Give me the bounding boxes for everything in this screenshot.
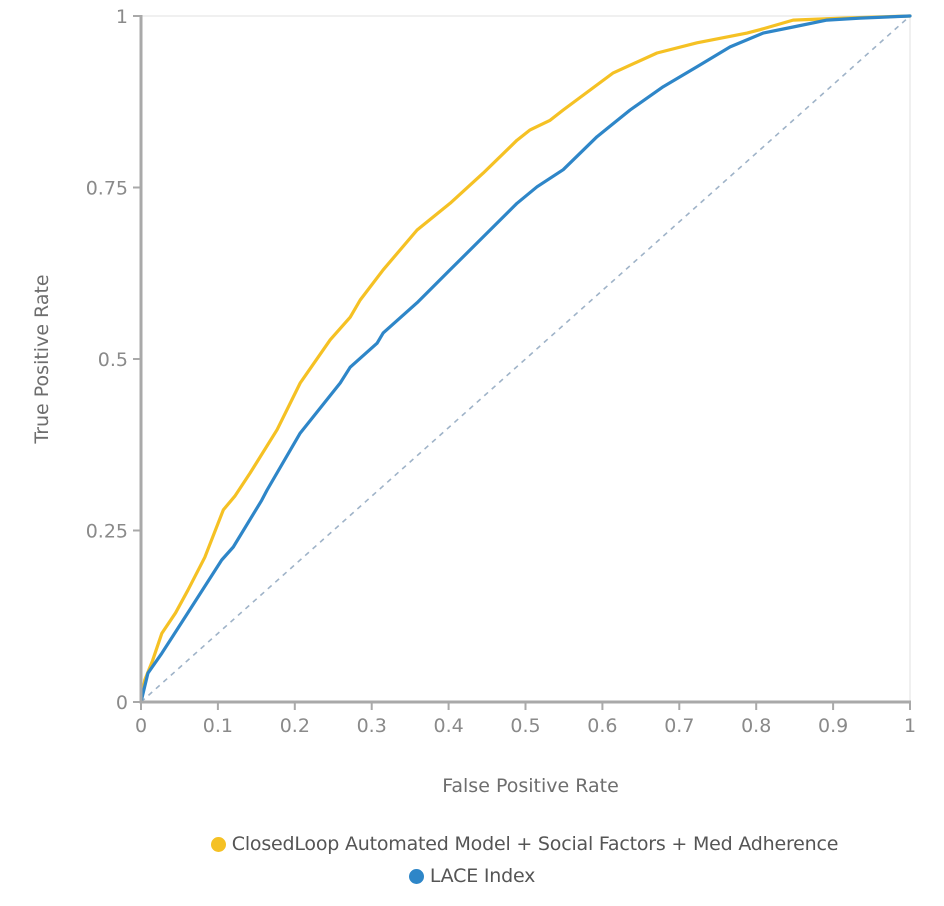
- series-layer: [139, 14, 912, 704]
- reference-diagonal: [140, 15, 911, 703]
- legend-row-1: ClosedLoop Automated Model + Social Fact…: [0, 828, 944, 860]
- y-tick-label: 0.25: [86, 521, 128, 543]
- y-axis-title: True Positive Rate: [31, 274, 53, 444]
- y-tick-label: 0: [116, 692, 128, 714]
- legend-row-2: LACE Index: [0, 860, 944, 892]
- x-tick-label: 0.3: [357, 715, 387, 737]
- legend-label-closedloop: ClosedLoop Automated Model + Social Fact…: [231, 833, 839, 855]
- legend-marker-lace: [408, 868, 424, 884]
- series-line-closedloop: [139, 14, 912, 704]
- legend-item-lace[interactable]: LACE Index: [408, 865, 536, 887]
- x-tick-label: 0.7: [664, 715, 694, 737]
- legend-item-closedloop[interactable]: ClosedLoop Automated Model + Social Fact…: [210, 833, 839, 855]
- x-tick-label: 0.2: [280, 715, 310, 737]
- x-tick-label: 0.9: [818, 715, 848, 737]
- x-tick-label: 0.4: [433, 715, 463, 737]
- y-tick-label: 0.5: [98, 349, 128, 371]
- legend-marker-closedloop: [210, 836, 226, 852]
- x-tick-label: 0.5: [510, 715, 540, 737]
- x-tick-label: 0.6: [587, 715, 617, 737]
- x-axis-ticks: 0 0.1 0.2 0.3 0.4 0.5 0.6 0.7 0.8 0.9 1: [135, 702, 916, 737]
- plot-frame: [141, 15, 911, 702]
- legend: ClosedLoop Automated Model + Social Fact…: [0, 828, 944, 892]
- x-tick-label: 0.1: [203, 715, 233, 737]
- y-axis-ticks: 0 0.25 0.5 0.75 1: [86, 6, 141, 714]
- x-tick-label: 1: [904, 715, 916, 737]
- series-line-lace: [139, 14, 912, 704]
- legend-label-lace: LACE Index: [429, 865, 536, 887]
- x-tick-label: 0: [135, 715, 147, 737]
- x-axis-title: False Positive Rate: [442, 775, 619, 797]
- reference-diagonal-line: [140, 15, 911, 703]
- roc-chart: 0 0.1 0.2 0.3 0.4 0.5 0.6 0.7 0.8 0.9 1 0 0.25 0.5 0.…: [31, 6, 916, 797]
- x-tick-label: 0.8: [741, 715, 771, 737]
- y-tick-label: 0.75: [86, 178, 128, 200]
- y-tick-label: 1: [116, 6, 128, 28]
